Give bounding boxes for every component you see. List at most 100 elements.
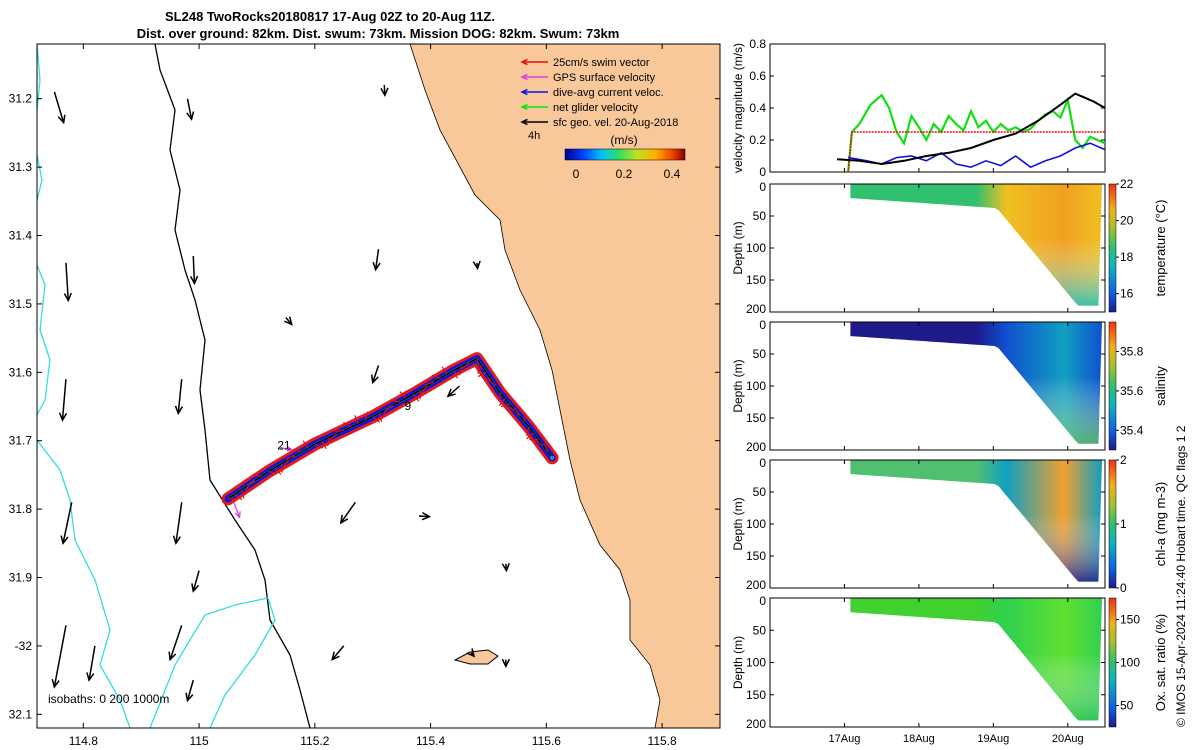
isobath-1000-b <box>37 154 43 201</box>
colorbar-tick-label: 0.4 <box>664 167 681 181</box>
geo-arrow-head <box>174 405 184 416</box>
depth-axis-label: Depth (m) <box>731 497 745 550</box>
isobath-200 <box>154 44 311 728</box>
colorbar-tick-label: 16 <box>1120 287 1134 301</box>
geo-arrow-head <box>168 651 177 662</box>
swim-vector <box>424 381 434 386</box>
geo-arrow-shaft <box>65 262 70 301</box>
swim-vector <box>526 426 530 436</box>
swim-vector <box>268 470 278 475</box>
depth-tick-label: 200 <box>746 302 766 316</box>
velocity-ylabel: velocity magnitude (m/s) <box>731 43 745 173</box>
map-ytick-label: 31.7 <box>9 434 33 448</box>
swim-vector <box>354 415 359 424</box>
velocity-ytick-label: 0.6 <box>749 69 766 83</box>
swim-vector <box>342 421 352 428</box>
velocity-series-line <box>836 92 1105 166</box>
isobath-1000-d <box>37 439 131 728</box>
colorbar-tick-label: 0 <box>573 167 580 181</box>
colorbar-tick-label: 2 <box>1120 453 1127 467</box>
geo-arrow-shaft <box>177 379 183 414</box>
swim-vector <box>481 377 491 380</box>
geo-arrow-shaft <box>186 98 193 120</box>
map-xtick-label: 115.6 <box>532 734 561 748</box>
day-tick-label: 17Aug <box>829 733 861 745</box>
gps-arrow-head <box>286 446 294 452</box>
map-xtick-label: 115.4 <box>416 734 445 748</box>
geo-arrow <box>186 98 195 121</box>
depth-axis-label: Depth (m) <box>731 221 745 274</box>
track-hour-label: 21 <box>277 439 291 453</box>
legend-label: 25cm/s swim vector <box>553 57 650 69</box>
section-field-deep <box>850 322 1103 444</box>
swim-vector <box>453 370 459 379</box>
depth-tick-label: 50 <box>753 485 767 499</box>
map-xtick-label: 115 <box>189 734 208 748</box>
section-panel-chla: 0 50 100 150 200 Depth (m) 0 1 2 chl-a (mg m-3) <box>731 453 1168 595</box>
track-hour-label: 9 <box>405 399 412 413</box>
colorbar-unit: (m/s) <box>610 133 637 147</box>
swim-vector <box>514 407 520 416</box>
legend-arrow <box>520 58 548 66</box>
depth-tick-label: 200 <box>746 578 766 592</box>
map-panel: 21 9 114.8 115 115.2 115.4 115.6 115.8 31.2 31.3… <box>9 43 721 748</box>
credit-text: © IMOS 15-Apr-2024 11:24:40 Hobart time.… <box>1174 425 1188 727</box>
geo-arrow-head <box>472 260 481 271</box>
swim-vector <box>461 362 470 369</box>
swim-vector <box>234 493 243 501</box>
swim-vector <box>240 489 245 499</box>
section-panel-salinity: 0 50 100 150 200 Depth (m) 35.4 35.6 35.8 salinit… <box>731 318 1168 454</box>
geo-arrow <box>86 645 96 682</box>
geo-arrow <box>63 262 72 303</box>
geo-arrow-shaft <box>192 570 200 592</box>
swim-vector <box>329 433 337 441</box>
geo-arrow-shaft <box>340 501 356 524</box>
geo-arrow-head <box>380 87 389 98</box>
depth-tick-label: 150 <box>746 411 766 425</box>
map-ytick-label: 31.3 <box>9 160 33 174</box>
swim-vector <box>535 439 544 446</box>
geo-arrow-head <box>185 692 194 703</box>
swim-vector <box>526 432 534 440</box>
swim-vector <box>431 374 441 379</box>
map-xtick-label: 114.8 <box>69 734 98 748</box>
geo-arrow-head <box>331 651 340 661</box>
gps-arrow-head <box>234 511 241 519</box>
section-colorbar <box>1108 321 1117 451</box>
depth-tick-label: 100 <box>746 517 766 531</box>
geo-arrow-shaft <box>186 679 195 701</box>
swim-vector <box>476 358 480 368</box>
depth-tick-label: 0 <box>759 456 766 470</box>
geo-arrow-head <box>501 658 510 669</box>
legend-arrow <box>520 73 548 81</box>
colorbar-tick-label: 20 <box>1120 214 1134 228</box>
swim-vector <box>477 365 483 374</box>
geo-arrow-head <box>189 275 199 286</box>
swim-vector <box>488 379 496 387</box>
legend-label: net glider velocity <box>553 102 638 114</box>
depth-tick-label: 200 <box>746 717 766 731</box>
geo-arrow-shaft <box>169 625 183 660</box>
swim-vector <box>364 411 369 421</box>
colorbar-tick-label: 50 <box>1120 699 1134 713</box>
swim-vector <box>292 448 302 453</box>
colorbar-tick-label: 22 <box>1120 177 1134 191</box>
geo-arrow <box>466 648 476 658</box>
geo-arrow-head <box>372 261 381 272</box>
legend-label: sfc geo. vel. 20-Aug-2018 <box>553 117 678 129</box>
geo-arrow-shaft <box>447 385 461 397</box>
track-end-marker <box>549 455 555 461</box>
colorbar-tick-label: 35.8 <box>1120 345 1144 359</box>
swim-vector <box>382 409 387 418</box>
geo-arrow-shaft <box>374 249 380 270</box>
map-ytick-label: 31.5 <box>9 297 33 311</box>
geo-arrow <box>191 570 200 593</box>
geo-arrow <box>174 379 184 416</box>
depth-tick-label: 0 <box>759 594 766 608</box>
velocity-panel: 0 0.2 0.4 0.6 0.8 velocity magnitude (m/s) <box>731 37 1106 179</box>
geo-arrow <box>380 84 389 98</box>
section-colorbar <box>1108 183 1117 313</box>
swim-vector <box>327 437 330 447</box>
geo-arrow-shaft <box>418 515 430 518</box>
colorbar-label: Ox. sat. ratio (%) <box>1153 614 1168 712</box>
